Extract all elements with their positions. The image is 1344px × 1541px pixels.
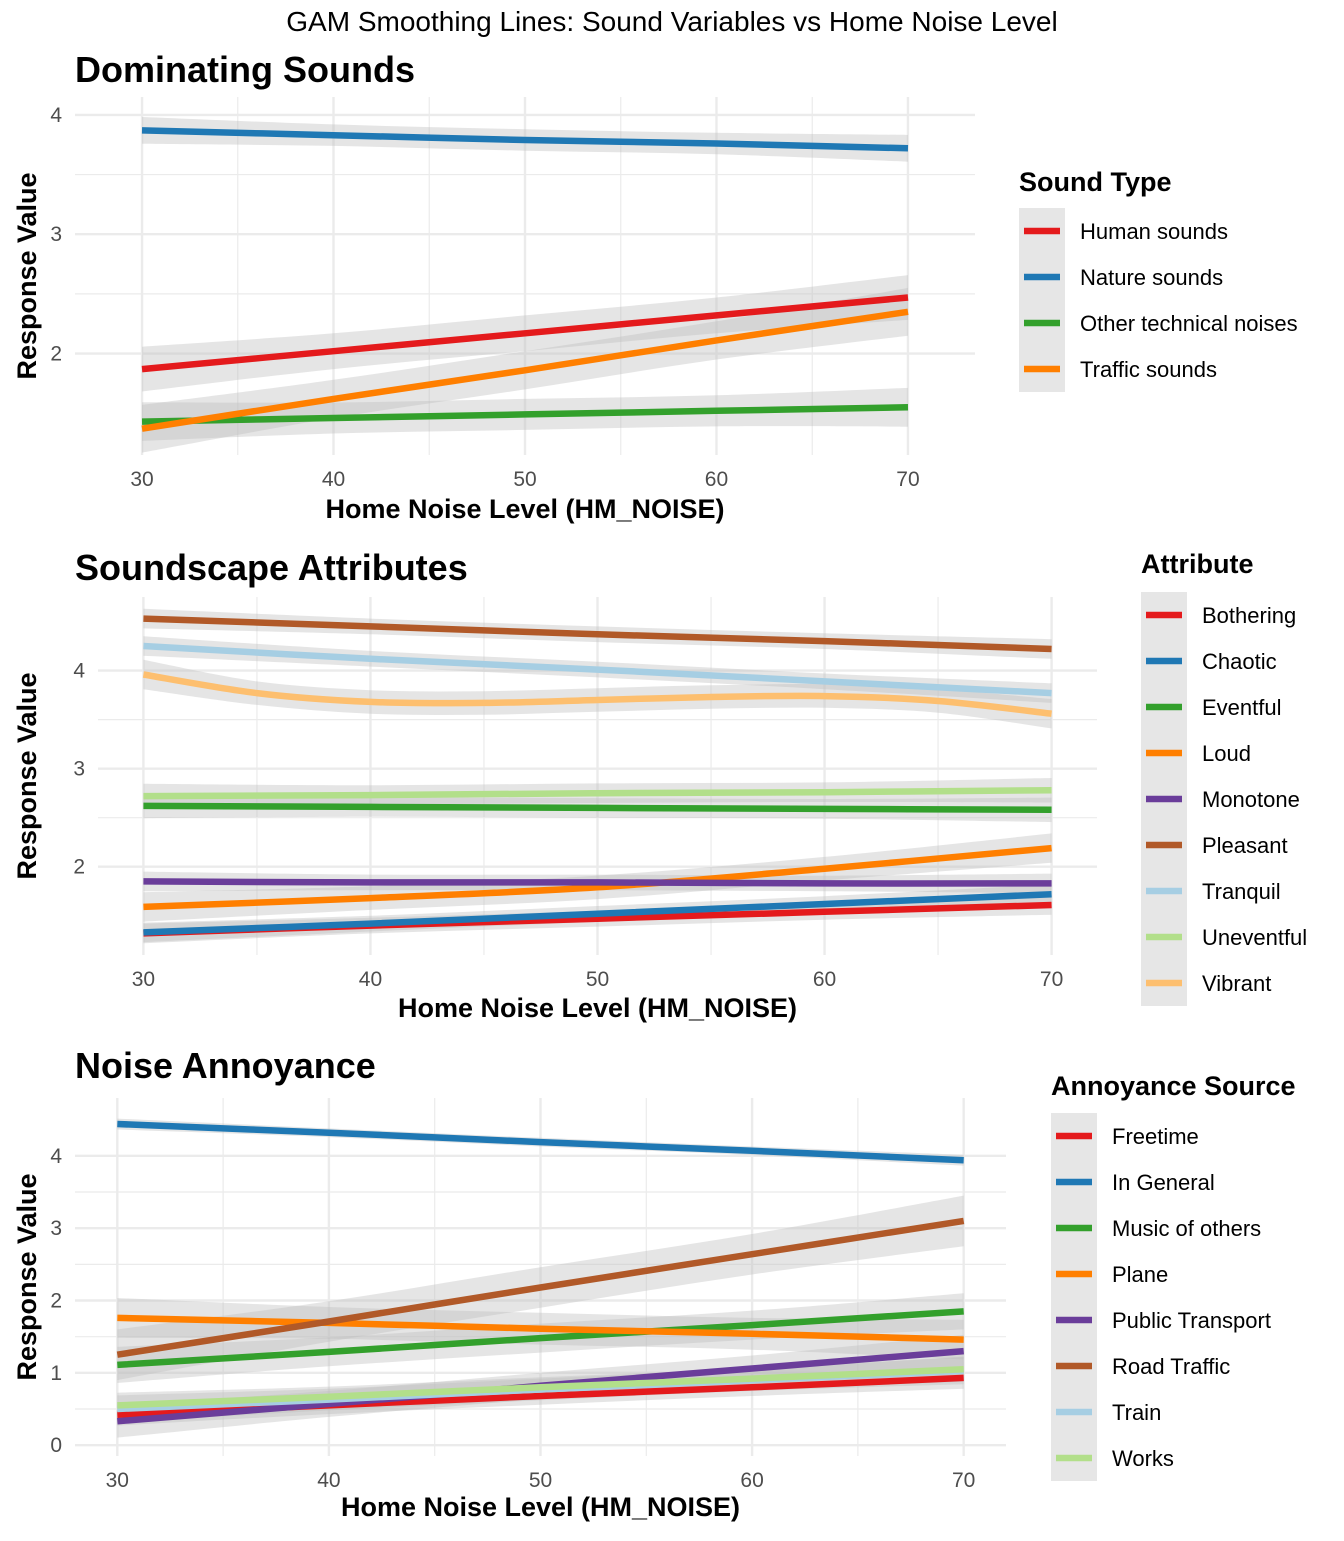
series-line (142, 671, 1052, 717)
y-tick-label: 4 (50, 1145, 62, 1168)
x-tick-label: 50 (513, 468, 536, 491)
chart-panel: Noise Annoyance 30 40 50 60 70 0 1 2 3 4 Home Noise… (12, 1045, 1296, 1522)
x-tick-label: 50 (586, 968, 609, 991)
x-tick-label: 40 (359, 968, 382, 991)
gridlines (75, 97, 975, 455)
y-tick-label: 2 (73, 856, 85, 879)
legend: Attribute Bothering Chaotic Eventful Loud Mon… (1141, 549, 1307, 1006)
legend-label: Other technical noises (1080, 311, 1298, 336)
panel-title: Soundscape Attributes (75, 547, 468, 588)
legend-title: Sound Type (1019, 167, 1172, 197)
legend-label: Chaotic (1202, 649, 1277, 674)
legend-label: In General (1112, 1170, 1215, 1195)
chart-panel: Dominating Sounds 30 40 50 60 70 2 3 4 Home Noise… (12, 49, 1298, 524)
legend-label: Loud (1202, 741, 1251, 766)
legend-label: Freetime (1112, 1124, 1199, 1149)
x-tick-label: 30 (106, 1469, 129, 1492)
series-line (143, 878, 1052, 887)
x-axis-label: Home Noise Level (HM_NOISE) (325, 494, 724, 524)
series-line (141, 127, 909, 152)
y-tick-label: 3 (73, 758, 85, 781)
series-line (141, 294, 909, 373)
legend-label: Train (1112, 1400, 1161, 1425)
series-line (117, 1308, 964, 1369)
series-line (116, 1217, 965, 1358)
legend-key-background (1019, 208, 1065, 392)
legend-label: Works (1112, 1446, 1174, 1471)
x-tick-label: 60 (705, 468, 728, 491)
series-line (117, 1314, 964, 1343)
smooth-lines (142, 615, 1052, 937)
legend-label: Public Transport (1112, 1308, 1271, 1333)
x-tick-label: 40 (317, 1469, 340, 1492)
series-line (143, 844, 1052, 911)
panel-title: Noise Annoyance (75, 1045, 376, 1086)
legend-label: Pleasant (1202, 833, 1288, 858)
y-tick-label: 4 (50, 104, 62, 127)
figure-title: GAM Smoothing Lines: Sound Variables vs … (286, 6, 1057, 37)
legend-key-background (1051, 1113, 1097, 1481)
x-tick-label: 30 (132, 968, 155, 991)
x-tick-label: 70 (1040, 968, 1063, 991)
y-tick-label: 3 (50, 223, 62, 246)
legend-label: Monotone (1202, 787, 1300, 812)
legend-title: Annoyance Source (1051, 1071, 1296, 1101)
legend: Annoyance Source Freetime In General Music … (1051, 1071, 1296, 1481)
legend: Sound Type Human sounds Nature sounds Other… (1019, 167, 1298, 392)
y-tick-label: 0 (50, 1434, 62, 1457)
legend-label: Vibrant (1202, 971, 1271, 996)
legend-label: Tranquil (1202, 879, 1281, 904)
legend-label: Traffic sounds (1080, 357, 1217, 382)
y-tick-label: 3 (50, 1217, 62, 1240)
series-line (141, 308, 909, 432)
y-tick-label: 2 (50, 343, 62, 366)
legend-title: Attribute (1141, 549, 1253, 579)
chart-panel: Soundscape Attributes 30 40 50 60 70 2 3 4 Home N… (12, 547, 1307, 1023)
series-line (143, 890, 1052, 936)
y-tick-label: 1 (50, 1362, 62, 1385)
series-line (143, 615, 1052, 653)
x-tick-label: 40 (322, 468, 345, 491)
x-tick-label: 60 (813, 968, 836, 991)
series-line (143, 642, 1052, 697)
x-tick-label: 70 (896, 468, 919, 491)
legend-label: Music of others (1112, 1216, 1261, 1241)
legend-label: Human sounds (1080, 219, 1228, 244)
x-axis-label: Home Noise Level (HM_NOISE) (341, 1492, 740, 1522)
panel-title: Dominating Sounds (75, 49, 415, 90)
series-line (141, 404, 909, 425)
x-tick-label: 50 (529, 1469, 552, 1492)
legend-label: Bothering (1202, 603, 1296, 628)
legend-label: Road Traffic (1112, 1354, 1230, 1379)
legend-label: Plane (1112, 1262, 1168, 1287)
y-axis-label: Response Value (12, 1173, 42, 1380)
x-tick-label: 70 (952, 1469, 975, 1492)
y-axis-label: Response Value (12, 172, 42, 379)
y-tick-label: 2 (50, 1290, 62, 1313)
x-tick-label: 30 (130, 468, 153, 491)
y-axis-label: Response Value (12, 672, 42, 879)
series-line (143, 786, 1052, 800)
y-tick-label: 4 (73, 660, 85, 683)
series-line (117, 1120, 964, 1164)
legend-label: Uneventful (1202, 925, 1307, 950)
x-tick-label: 60 (740, 1469, 763, 1492)
x-axis-label: Home Noise Level (HM_NOISE) (398, 993, 797, 1023)
series-line (143, 802, 1052, 814)
legend-label: Eventful (1202, 695, 1282, 720)
smooth-lines (116, 1120, 965, 1425)
legend-label: Nature sounds (1080, 265, 1223, 290)
smooth-lines (141, 127, 909, 432)
confidence-band (143, 659, 1052, 729)
series-line (117, 1365, 964, 1409)
